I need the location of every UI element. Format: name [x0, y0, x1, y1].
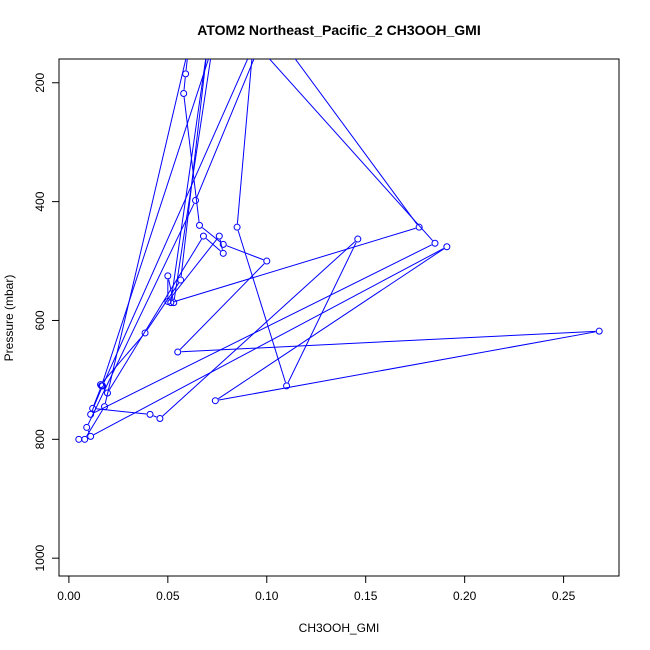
data-point — [219, 249, 227, 257]
data-point — [177, 276, 185, 284]
y-tick-label: 400 — [33, 191, 47, 211]
series-segment — [294, 59, 418, 225]
y-tick-label: 800 — [33, 429, 47, 449]
series-segment — [181, 330, 596, 353]
data-point — [174, 348, 182, 356]
data-point — [263, 257, 271, 265]
data-point — [83, 423, 91, 431]
data-point — [98, 382, 106, 390]
series-segment — [93, 389, 101, 406]
data-point — [284, 44, 290, 50]
data-point — [81, 435, 89, 443]
data-point — [146, 410, 154, 418]
data-point — [250, 44, 256, 50]
series-segment — [219, 239, 223, 250]
data-point — [164, 272, 172, 280]
series-segment — [104, 59, 187, 404]
data-point — [75, 435, 83, 443]
y-axis: 200 400 600 800 1000 — [33, 72, 59, 572]
series-segment — [205, 238, 221, 252]
series-segment — [86, 409, 104, 437]
series-segment — [287, 242, 357, 383]
series-segment — [87, 430, 90, 434]
series-segment — [169, 238, 218, 299]
series-segment — [185, 59, 188, 71]
data-point — [89, 404, 97, 412]
data-point — [233, 223, 241, 231]
series-segment — [93, 248, 444, 436]
data-point — [199, 232, 207, 240]
data-point — [211, 397, 219, 405]
x-axis: 0.00 0.05 0.10 0.15 0.20 0.25 — [57, 576, 576, 603]
data-point — [431, 239, 439, 247]
data-point — [103, 389, 111, 397]
data-point — [87, 432, 95, 440]
series-segment — [218, 248, 445, 400]
series-segment — [108, 238, 203, 391]
series-segment — [87, 203, 195, 425]
series-segment — [91, 388, 102, 412]
series-segment — [93, 244, 432, 414]
x-tick-label: 0.10 — [255, 589, 279, 603]
y-tick-label: 600 — [33, 310, 47, 330]
series-segment — [237, 230, 286, 383]
series-segment — [180, 59, 207, 277]
series-segment — [183, 77, 186, 90]
series-segment — [102, 335, 144, 383]
data-point — [209, 44, 215, 50]
data-point — [415, 223, 423, 231]
data-point — [186, 44, 192, 50]
data-point — [101, 403, 109, 411]
data-point — [167, 299, 175, 307]
data-point — [156, 415, 164, 423]
data-point — [283, 382, 291, 390]
series-segment — [218, 331, 596, 401]
series-segment — [103, 59, 249, 383]
chart-title: ATOM2 Northeast_Pacific_2 CH3OOH_GMI — [197, 22, 480, 38]
series-segment — [201, 227, 221, 243]
data-point — [180, 89, 188, 97]
series-layer — [75, 44, 603, 443]
x-tick-label: 0.00 — [57, 589, 81, 603]
x-tick-label: 0.05 — [156, 589, 180, 603]
data-point — [219, 240, 227, 248]
x-tick-label: 0.25 — [552, 589, 576, 603]
series-segment — [153, 415, 157, 418]
data-point — [595, 327, 603, 335]
data-point — [87, 410, 95, 418]
series-segment — [162, 241, 356, 417]
series-segment — [196, 59, 255, 198]
x-axis-label: CH3OOH_GMI — [299, 621, 380, 635]
series-segment — [146, 282, 180, 331]
y-axis-label: Pressure (mbar) — [2, 275, 16, 362]
data-point — [182, 70, 190, 78]
series-segment — [174, 227, 416, 303]
series-segment — [268, 59, 433, 241]
series-segment — [179, 263, 265, 350]
y-tick-label: 1000 — [33, 545, 47, 572]
data-point — [97, 381, 105, 389]
series-segment — [102, 59, 209, 383]
x-tick-label: 0.15 — [354, 589, 378, 603]
data-point — [256, 44, 262, 50]
data-point — [204, 44, 210, 50]
data-point — [141, 329, 149, 337]
data-point — [195, 221, 203, 229]
data-point — [192, 196, 200, 204]
series-segment — [236, 59, 253, 224]
plot-frame — [58, 58, 620, 577]
series-segment — [170, 59, 207, 300]
data-point — [443, 243, 451, 251]
y-tick-label: 200 — [33, 72, 47, 92]
x-tick-label: 0.20 — [453, 589, 477, 603]
data-point — [354, 235, 362, 243]
data-point — [215, 232, 223, 240]
